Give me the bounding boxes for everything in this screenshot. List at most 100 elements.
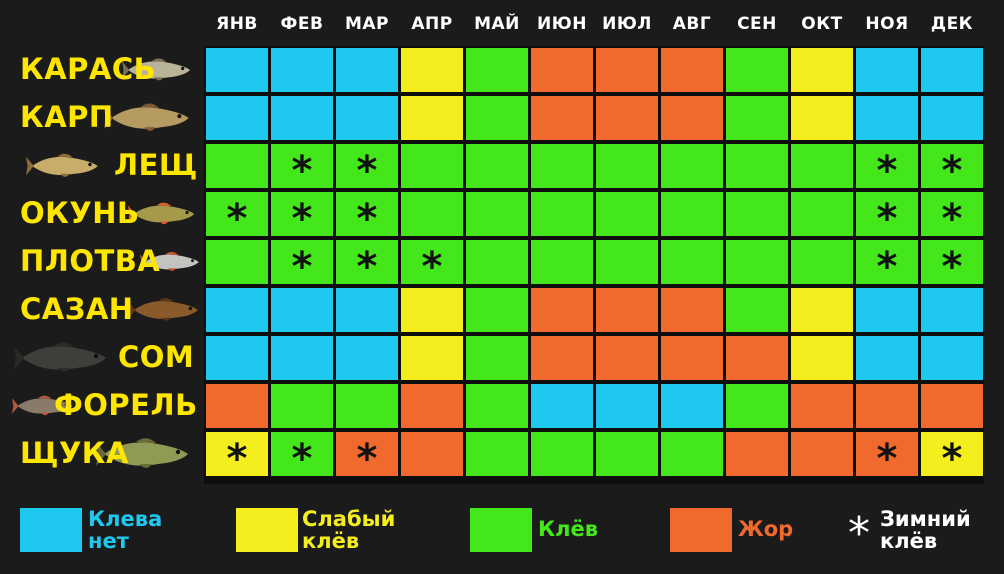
- grid-cell: *: [856, 240, 918, 290]
- grid-cell: [661, 384, 723, 428]
- grid-cell: *: [921, 432, 983, 482]
- grid-cell: [596, 192, 658, 236]
- legend-label: Жор: [738, 517, 794, 541]
- carp-icon: [104, 103, 189, 131]
- grid-cell: [661, 192, 723, 236]
- grid-cell: [206, 336, 268, 380]
- month-label: МАЙ: [474, 14, 520, 34]
- grid-cell: [466, 240, 528, 284]
- grid-cell: [921, 288, 983, 332]
- fish-row: ЩУКА: [0, 430, 206, 478]
- winter-bite-mark: *: [291, 196, 313, 242]
- catfish-icon: [14, 342, 106, 372]
- grid-cell: [206, 96, 268, 140]
- grid-cell: [336, 48, 398, 92]
- grid-cell: [401, 432, 463, 476]
- winter-bite-mark: *: [356, 196, 378, 242]
- grid-cell: *: [206, 432, 268, 479]
- fish-row: ПЛОТВА: [0, 238, 206, 286]
- winter-bite-mark: *: [291, 148, 313, 194]
- grid-cell: [531, 384, 593, 428]
- fish-name: ПЛОТВА: [20, 244, 161, 278]
- legend-swatch: [236, 508, 298, 552]
- grid-cell: *: [921, 144, 983, 194]
- grid-cell: [531, 336, 593, 380]
- winter-bite-mark: *: [876, 244, 898, 290]
- bite-grid: [204, 46, 984, 484]
- month-label: ДЕК: [930, 14, 974, 34]
- grid-cell: [336, 288, 398, 332]
- winter-bite-mark: *: [876, 148, 898, 194]
- grid-cell: *: [271, 432, 333, 479]
- grid-cell: *: [336, 240, 398, 287]
- grid-cell: [791, 96, 853, 140]
- pike-icon: [96, 438, 188, 468]
- grid-cell: [921, 48, 983, 92]
- grid-cell: [791, 192, 853, 236]
- grid-cell: [726, 432, 788, 476]
- grid-cell: [596, 384, 658, 428]
- grid-cell: [791, 336, 853, 380]
- fish-name: ОКУНЬ: [20, 196, 140, 230]
- trout-icon: [12, 395, 73, 416]
- grid-cell: [466, 48, 528, 92]
- winter-bite-mark: *: [941, 244, 963, 290]
- grid-cell: [401, 192, 463, 236]
- grid-cell: [791, 48, 853, 92]
- grid-cell: [726, 96, 788, 140]
- fish-row: КАРП: [0, 94, 206, 142]
- legend-label: Клёв: [538, 517, 599, 541]
- grid-cell: [596, 96, 658, 140]
- month-label: ФЕВ: [280, 14, 324, 34]
- month-label: НОЯ: [865, 14, 909, 34]
- legend-swatch: [470, 508, 532, 552]
- grid-cell: [661, 432, 723, 476]
- grid-cell: [401, 96, 463, 140]
- grid-cell: [726, 192, 788, 236]
- grid-cell: [791, 144, 853, 188]
- winter-bite-mark: *: [356, 436, 378, 482]
- grid-cell: [271, 336, 333, 380]
- fish-row: ЛЕЩ: [0, 142, 206, 190]
- grid-cell: *: [336, 432, 398, 482]
- grid-cell: [596, 48, 658, 92]
- grid-cell: [271, 96, 333, 140]
- fish-name: КАРАСЬ: [20, 52, 157, 86]
- grid-cell: [401, 48, 463, 92]
- fish-name: КАРП: [20, 100, 114, 134]
- grid-cell: [596, 144, 658, 188]
- grid-cell: [336, 336, 398, 380]
- grid-cell: [661, 240, 723, 284]
- grid-cell: *: [921, 192, 983, 242]
- winter-bite-mark: *: [226, 196, 248, 242]
- winter-bite-mark: *: [941, 436, 963, 482]
- legend-label: Слабый клёв: [302, 507, 396, 553]
- grid-cell: [206, 384, 268, 428]
- grid-cell: [531, 144, 593, 188]
- winter-bite-mark: *: [941, 196, 963, 242]
- grid-cell: *: [206, 192, 268, 242]
- fish-row: ОКУНЬ: [0, 190, 206, 238]
- grid-cell: [271, 288, 333, 332]
- fish-name: ЛЕЩ: [114, 148, 198, 182]
- grid-cell: [791, 240, 853, 284]
- legend-swatch: [670, 508, 732, 552]
- grid-cell: [531, 288, 593, 332]
- month-label: ЯНВ: [216, 14, 258, 34]
- grid-cell: [466, 96, 528, 140]
- winter-bite-mark: *: [941, 148, 963, 194]
- grid-cell: [921, 336, 983, 380]
- grid-cell: [856, 384, 918, 428]
- month-label: СЕН: [737, 14, 777, 34]
- grid-cell: [856, 96, 918, 140]
- grid-cell: *: [336, 192, 398, 242]
- grid-cell: [401, 336, 463, 380]
- grid-cell: [856, 336, 918, 380]
- month-label: АПР: [411, 14, 453, 34]
- fish-row: СОМ: [0, 334, 206, 382]
- grid-cell: [661, 48, 723, 92]
- grid-cell: *: [401, 240, 463, 287]
- grid-cell: [596, 288, 658, 332]
- winter-bite-mark: *: [876, 196, 898, 242]
- grid-cell: [596, 240, 658, 284]
